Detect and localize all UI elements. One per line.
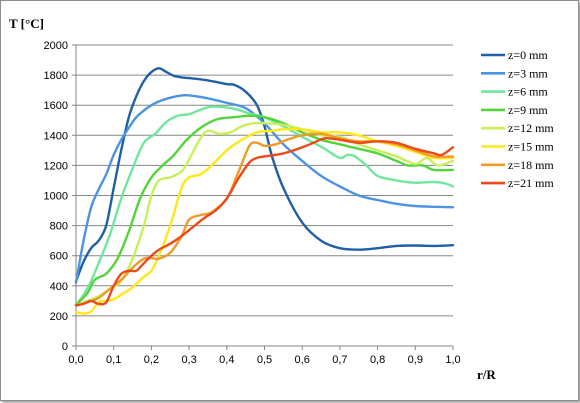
y-axis-title: T [°C] (9, 16, 44, 31)
gridlines (72, 44, 454, 350)
x-tick-label: 0,6 (295, 354, 310, 366)
y-tick-label: 400 (50, 281, 68, 293)
legend-label: z=18 mm (508, 158, 554, 172)
series-line-z-15-mm (74, 127, 455, 315)
y-tick-label: 200 (50, 311, 68, 323)
axes (75, 45, 453, 347)
x-tick-label: 0,5 (257, 354, 272, 366)
x-tick-labels: 0,0 0,1 0,2 0,3 0,4 0,5 0,6 0,7 0,8 0,9 1,0 (68, 354, 460, 366)
y-tick-label: 1400 (44, 130, 68, 142)
x-axis-title: r/R (477, 367, 496, 382)
y-tick-label: 1600 (44, 100, 68, 112)
series-line-z-9-mm (74, 114, 455, 306)
y-tick-label: 1800 (44, 70, 68, 82)
y-tick-label: 1200 (44, 160, 68, 172)
legend: z=0 mm z=3 mm z=6 mm z=9 mm z=12 mm z=15 mm z=… (481, 48, 554, 190)
legend-label: z=21 mm (508, 176, 554, 190)
x-tick-label: 0,3 (181, 354, 196, 366)
y-tick-label: 1000 (44, 191, 68, 203)
x-tick-label: 0,4 (219, 354, 234, 366)
x-tick-label: 0,8 (370, 354, 385, 366)
legend-label: z=9 mm (508, 103, 548, 117)
x-tick-label: 0,2 (144, 354, 159, 366)
x-tick-label: 0,9 (408, 354, 423, 366)
legend-label: z=6 mm (508, 85, 548, 99)
series-line-z-21-mm (74, 136, 455, 307)
x-tick-label: 0,0 (68, 354, 83, 366)
legend-label: z=3 mm (508, 66, 548, 80)
series-line-z-12-mm (74, 121, 455, 307)
y-tick-label: 0 (62, 341, 68, 353)
x-tick-label: 0,1 (106, 354, 121, 366)
series-lines (74, 67, 455, 315)
series-line-z-0-mm (74, 67, 455, 283)
legend-label: z=15 mm (508, 140, 554, 154)
legend-label: z=0 mm (508, 48, 548, 62)
series-line-z-6-mm (74, 105, 455, 307)
y-tick-labels: 0 200 400 600 800 1000 1200 1400 1600 1800 2000 (44, 40, 68, 353)
legend-label: z=12 mm (508, 121, 554, 135)
y-tick-label: 2000 (44, 40, 68, 52)
x-tick-label: 0,7 (332, 354, 347, 366)
y-tick-label: 800 (50, 221, 68, 233)
y-tick-label: 600 (50, 251, 68, 263)
series-line-z-3-mm (74, 93, 455, 284)
x-tick-label: 1,0 (445, 354, 460, 366)
